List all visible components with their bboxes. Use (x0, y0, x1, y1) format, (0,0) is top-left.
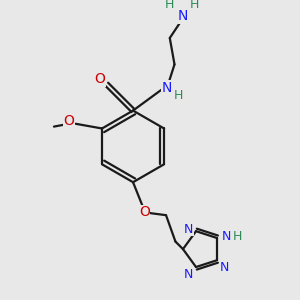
Text: N: N (162, 81, 172, 95)
Text: O: O (139, 206, 150, 219)
Text: N: N (184, 223, 193, 236)
Text: H: H (233, 230, 242, 243)
Text: N: N (184, 268, 193, 281)
Text: H: H (190, 0, 199, 11)
Text: H: H (165, 0, 175, 11)
Text: O: O (94, 73, 106, 86)
Text: N: N (178, 9, 188, 23)
Text: N: N (222, 230, 231, 243)
Text: O: O (64, 114, 74, 128)
Text: N: N (220, 261, 229, 274)
Text: H: H (174, 89, 183, 102)
